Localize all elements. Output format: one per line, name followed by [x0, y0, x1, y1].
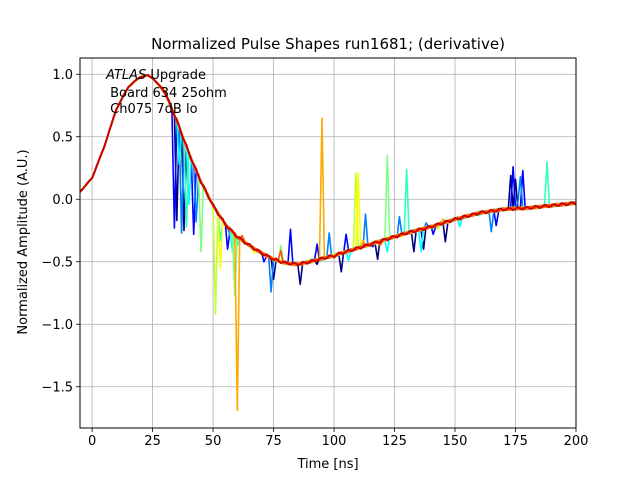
x-tick-label: 125 — [382, 434, 407, 449]
x-tick-label: 200 — [564, 434, 589, 449]
y-tick-label: 1.0 — [52, 68, 73, 83]
plot-frame — [79, 57, 577, 429]
series-lines — [79, 74, 577, 412]
x-tick-label: 100 — [322, 434, 347, 449]
annotation-line1: ATLAS Upgrade — [105, 68, 206, 83]
annotation: ATLAS Upgrade Board 634 25ohm Ch075 7dB … — [105, 68, 227, 117]
axis-ticks: 0 25 50 75 100 125 150 175 200 −1.5 −1.0 −0.5 0.0 0.5… — [41, 68, 588, 449]
y-tick-label: 0.0 — [52, 193, 73, 208]
y-tick-label: 0.5 — [52, 130, 73, 145]
y-axis-label: Normalized Amplitude (A.U.) — [16, 149, 31, 334]
series-line-11 — [79, 74, 577, 267]
y-tick-label: −0.5 — [41, 255, 73, 270]
annotation-line2: Board 634 25ohm — [106, 86, 227, 101]
x-tick-label: 75 — [265, 434, 282, 449]
x-tick-label: 175 — [503, 434, 528, 449]
x-tick-label: 0 — [88, 434, 96, 449]
annotation-atlas: ATLAS — [105, 68, 146, 83]
x-tick-label: 150 — [443, 434, 468, 449]
annotation-upgrade: Upgrade — [146, 68, 206, 83]
y-tick-label: −1.5 — [41, 380, 73, 395]
annotation-line3: Ch075 7dB lo — [106, 102, 198, 117]
x-axis-label: Time [ns] — [296, 457, 358, 472]
chart-title: Normalized Pulse Shapes run1681; (deriva… — [151, 35, 505, 53]
y-tick-label: −1.0 — [41, 318, 73, 333]
x-tick-label: 25 — [144, 434, 161, 449]
x-tick-label: 50 — [205, 434, 222, 449]
